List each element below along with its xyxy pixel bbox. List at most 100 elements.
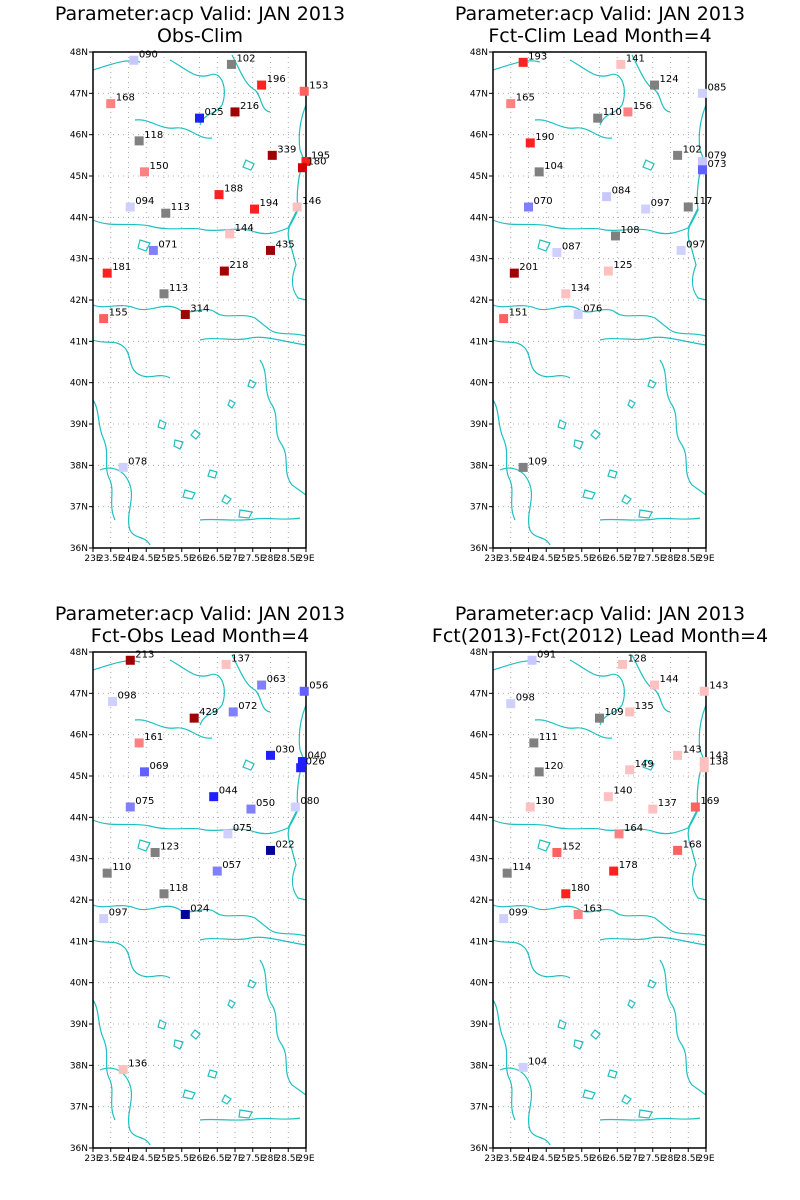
coastline — [492, 207, 699, 235]
station-marker — [267, 150, 277, 160]
station-marker — [506, 699, 516, 709]
station-marker — [106, 99, 116, 109]
coastline — [659, 359, 707, 496]
lon-tick-label: 26.5E — [604, 554, 630, 564]
station-marker — [573, 309, 583, 319]
station-label: 138 — [709, 757, 728, 768]
coastline — [638, 509, 653, 519]
station-marker — [125, 202, 135, 212]
station-marker — [603, 792, 613, 802]
station-marker — [161, 208, 171, 218]
station-marker — [518, 57, 528, 67]
station-marker — [683, 202, 693, 212]
coastline — [242, 759, 255, 771]
lat-tick-label: 41N — [70, 337, 88, 347]
coastline — [590, 1029, 601, 1040]
lat-tick-label: 48N — [70, 48, 88, 58]
coastline — [642, 159, 655, 171]
coastline — [537, 239, 551, 252]
coastline — [638, 1109, 653, 1119]
lat-tick-label: 39N — [70, 420, 88, 430]
lon-tick-label: 25.5E — [169, 554, 195, 564]
station-marker — [257, 680, 267, 690]
station-label: 069 — [149, 761, 168, 772]
coastline — [647, 979, 657, 989]
coastline — [287, 104, 307, 301]
station-marker — [108, 697, 118, 707]
station-label: 213 — [135, 649, 154, 660]
lon-tick-label: 24.5E — [133, 554, 159, 564]
station-label: 195 — [311, 151, 330, 162]
lon-tick-label: 26.5E — [204, 1154, 230, 1164]
station-marker — [139, 767, 149, 777]
lat-tick-label: 42N — [470, 896, 488, 906]
lat-tick-label: 43N — [470, 255, 488, 265]
station-marker — [296, 763, 306, 773]
station-marker — [125, 655, 135, 665]
coastline — [207, 469, 218, 479]
station-marker — [673, 150, 683, 160]
lat-tick-label: 46N — [70, 731, 88, 741]
lat-tick-label: 41N — [470, 337, 488, 347]
coastline — [492, 999, 516, 1121]
station-label: 149 — [635, 759, 654, 770]
coastline — [92, 999, 116, 1121]
lon-tick-label: 26E — [591, 1154, 608, 1164]
lat-tick-label: 45N — [70, 772, 88, 782]
station-label: 094 — [135, 196, 154, 207]
station-label: 150 — [149, 161, 168, 172]
lon-tick-label: 25E — [155, 554, 172, 564]
lon-tick-label: 27.5E — [240, 554, 266, 564]
station-label: 097 — [109, 908, 128, 919]
station-label: 091 — [537, 649, 556, 660]
lat-tick-label: 38N — [70, 461, 88, 471]
coastline — [499, 467, 551, 546]
station-marker — [509, 268, 519, 278]
station-label: 178 — [619, 860, 638, 871]
coastline — [492, 399, 516, 521]
lat-tick-label: 36N — [470, 1144, 488, 1154]
coastline — [631, 654, 671, 713]
lat-tick-label: 42N — [470, 296, 488, 306]
map-title-line1: Parameter:acp Valid: JAN 2013 — [455, 3, 745, 25]
lon-tick-label: 26.5E — [204, 554, 230, 564]
station-label: 109 — [528, 456, 547, 467]
lon-tick-label: 25E — [555, 1154, 572, 1164]
coastline — [607, 469, 618, 479]
coastline — [207, 1069, 218, 1079]
station-marker — [499, 314, 509, 324]
station-label: 109 — [605, 707, 624, 718]
coastline — [590, 429, 601, 440]
station-label: 087 — [562, 241, 581, 252]
station-label: 194 — [260, 198, 279, 209]
station-marker — [189, 713, 199, 723]
lat-tick-label: 43N — [470, 855, 488, 865]
station-marker — [534, 167, 544, 177]
station-label: 102 — [236, 53, 255, 64]
station-marker — [697, 165, 707, 175]
station-label: 110 — [603, 107, 622, 118]
lon-tick-label: 26E — [191, 554, 208, 564]
station-label: 163 — [583, 903, 602, 914]
station-label: 196 — [267, 74, 286, 85]
coastline — [199, 1117, 301, 1121]
station-label: 071 — [158, 239, 177, 250]
lat-tick-label: 38N — [70, 1061, 88, 1071]
lon-tick-label: 27.5E — [240, 1154, 266, 1164]
lat-tick-label: 37N — [70, 503, 88, 513]
station-label: 114 — [512, 862, 531, 873]
station-label: 123 — [160, 841, 179, 852]
station-label: 113 — [169, 283, 188, 294]
station-marker — [618, 659, 628, 669]
lat-tick-label: 41N — [70, 937, 88, 947]
station-marker — [250, 204, 260, 214]
coastline — [537, 839, 551, 852]
station-marker — [625, 707, 635, 717]
station-label: 113 — [171, 202, 190, 213]
coastline — [242, 159, 255, 171]
station-label: 190 — [535, 132, 554, 143]
lon-tick-label: 26E — [191, 1154, 208, 1164]
coastline — [259, 959, 307, 1096]
coastline — [221, 494, 232, 505]
station-label: 026 — [306, 757, 325, 768]
